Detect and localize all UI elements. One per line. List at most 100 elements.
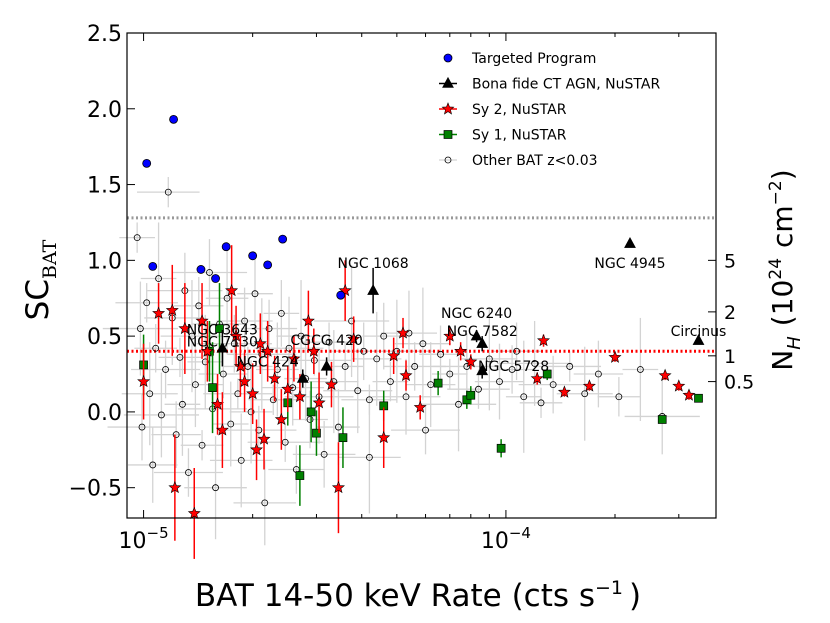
- sy2-point: [301, 314, 315, 327]
- other-point: [251, 290, 259, 298]
- other-point: [566, 363, 574, 370]
- x-axis-label-main: BAT 14-50 keV Rate (cts s: [195, 578, 595, 614]
- y-tick-label: 2.5: [87, 22, 122, 47]
- y-axis-label-sub: BAT: [39, 239, 61, 279]
- sy2-point: [257, 432, 271, 445]
- ctagn-point: [692, 334, 705, 345]
- sy1-point: [466, 390, 476, 400]
- nh-tick-label: 5: [724, 250, 736, 272]
- legend-marker-ctagn: [442, 76, 454, 88]
- other-point: [422, 426, 429, 434]
- sy2-point: [287, 352, 301, 365]
- sy2-point: [413, 400, 427, 413]
- sy2-point: [325, 377, 338, 391]
- x-axis-label: BAT 14-50 keV Rate (cts s−1): [195, 577, 641, 614]
- sy2-point: [168, 480, 182, 494]
- x-axis-label-sup: −1: [595, 577, 623, 599]
- sy2-point: [377, 430, 391, 444]
- sy1-point: [295, 471, 305, 480]
- other-point: [496, 378, 503, 385]
- x-tick-label: 10−4: [481, 524, 531, 554]
- sy2-point: [530, 371, 544, 385]
- targeted-point: [248, 251, 258, 261]
- other-point: [508, 366, 516, 373]
- sy2-point: [293, 389, 307, 403]
- sy2-point: [396, 326, 410, 339]
- ctagn-point: [624, 237, 636, 248]
- other-point: [485, 355, 493, 363]
- other-point: [537, 399, 545, 407]
- x-axis-label-close: ): [629, 578, 641, 614]
- sy1-point: [208, 383, 217, 393]
- sy2-point: [250, 442, 263, 456]
- other-point: [615, 393, 623, 401]
- other-point: [366, 396, 373, 404]
- sy2-point: [187, 506, 201, 519]
- sy2-point: [215, 423, 229, 436]
- sy2-point: [200, 344, 214, 357]
- annotation-label: CGCG 420: [290, 333, 362, 349]
- sy1-point: [215, 324, 224, 333]
- other-point: [227, 420, 235, 428]
- sy2-point: [165, 303, 179, 316]
- plot-frame: [126, 32, 717, 519]
- targeted-point: [278, 234, 288, 244]
- annotation-label: NGC 6240: [441, 306, 512, 322]
- other-point: [176, 353, 184, 361]
- other-point: [185, 469, 192, 476]
- other-point: [149, 461, 157, 469]
- sy2-point: [137, 374, 151, 388]
- sy1-point: [496, 443, 506, 453]
- other-point: [188, 332, 196, 340]
- other-point: [138, 423, 146, 431]
- nh-label-unitexp: −2: [766, 180, 786, 205]
- other-point: [212, 484, 219, 492]
- sy2-point: [274, 412, 288, 425]
- y-axis-label-main: SC: [20, 279, 56, 320]
- nh-label-sub: H: [784, 336, 805, 350]
- nh-tick-label: 1: [724, 346, 736, 368]
- other-point: [411, 363, 419, 370]
- sy1-point: [694, 393, 703, 403]
- sy2-point: [312, 395, 326, 409]
- other-point: [143, 299, 151, 307]
- other-point: [198, 441, 206, 449]
- sy2-point: [658, 368, 672, 382]
- sy2-point: [178, 321, 192, 335]
- other-point: [427, 381, 435, 389]
- sy2-point: [582, 379, 596, 392]
- other-point: [223, 294, 231, 302]
- nh-label-rest: (10: [766, 280, 799, 327]
- sy2-point: [253, 336, 267, 350]
- other-point: [281, 438, 289, 446]
- svg-text:SCBAT: SCBAT: [20, 239, 61, 320]
- other-point: [158, 411, 165, 419]
- other-point: [162, 366, 169, 373]
- other-point: [247, 408, 255, 416]
- other-point: [164, 188, 172, 196]
- sy2-point: [557, 385, 571, 398]
- sy2-point: [268, 371, 282, 385]
- sy2-point: [537, 333, 550, 347]
- targeted-point: [336, 290, 346, 300]
- legend-label: Sy 1, NuSTAR: [472, 128, 567, 144]
- sy1-point: [542, 369, 552, 379]
- sy2-point: [281, 382, 295, 395]
- annotation-label: NGC 424: [237, 354, 299, 370]
- other-point: [636, 366, 644, 373]
- y-tick-label: 2.0: [87, 98, 122, 123]
- other-point: [201, 358, 209, 366]
- other-point: [348, 317, 355, 325]
- secondary-y-axis-label: NH (1024 cm−2): [766, 169, 805, 370]
- other-point: [463, 363, 471, 370]
- legend-label: Targeted Program: [471, 51, 596, 67]
- sy2-point: [387, 348, 401, 362]
- targeted-point: [263, 260, 273, 270]
- other-point: [269, 396, 277, 404]
- other-point: [152, 344, 160, 352]
- reference-lines-layer: [127, 216, 716, 353]
- other-point: [277, 309, 285, 317]
- targeted-point: [221, 242, 231, 252]
- other-point: [380, 332, 388, 340]
